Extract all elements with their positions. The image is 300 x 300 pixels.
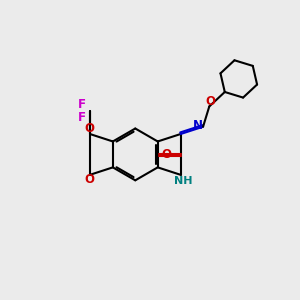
Text: N: N (193, 119, 203, 132)
Text: O: O (84, 122, 94, 135)
Text: F: F (78, 111, 86, 124)
Text: F: F (78, 98, 86, 111)
Text: NH: NH (174, 176, 192, 186)
Text: O: O (206, 94, 216, 108)
Text: O: O (161, 148, 171, 161)
Text: O: O (84, 173, 94, 187)
